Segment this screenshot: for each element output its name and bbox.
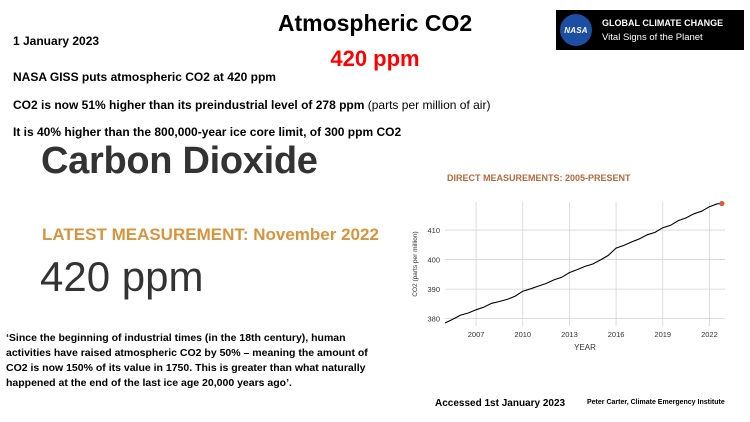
statement-1: NASA GISS puts atmospheric CO2 at 420 pp… bbox=[13, 70, 276, 84]
date-label: 1 January 2023 bbox=[13, 34, 100, 48]
chart-y-axis-label: CO2 (parts per million) bbox=[412, 231, 419, 296]
statement-2-note: (parts per million of air) bbox=[364, 98, 491, 112]
statement-3: It is 40% higher than the 800,000-year i… bbox=[13, 125, 402, 139]
nasa-logo-icon: NASA bbox=[560, 14, 592, 46]
carbon-dioxide-heading: Carbon Dioxide bbox=[41, 140, 318, 182]
credit-text: Peter Carter, Climate Emergency Institut… bbox=[587, 399, 725, 406]
latest-measurement-value: 420 ppm bbox=[40, 253, 204, 300]
x-tick-label: 2013 bbox=[561, 330, 578, 339]
x-tick-label: 2010 bbox=[514, 330, 531, 339]
chart-title: DIRECT MEASUREMENTS: 2005-PRESENT bbox=[447, 173, 631, 183]
x-tick-label: 2007 bbox=[468, 330, 485, 339]
statement-2-main: CO2 is now 51% higher than its preindust… bbox=[13, 98, 365, 112]
nasa-logo-text: NASA bbox=[564, 25, 588, 35]
nasa-banner-line2: Vital Signs of the Planet bbox=[602, 32, 703, 43]
quote-text: ‘Since the beginning of industrial times… bbox=[6, 332, 368, 389]
title-value: 420 ppm bbox=[330, 46, 420, 71]
accessed-date: Accessed 1st January 2023 bbox=[435, 398, 566, 409]
nasa-banner: NASA GLOBAL CLIMATE CHANGE Vital Signs o… bbox=[556, 10, 744, 50]
x-tick-label: 2019 bbox=[654, 330, 671, 339]
x-tick-label: 2016 bbox=[608, 330, 625, 339]
y-tick-label: 410 bbox=[427, 226, 440, 235]
latest-point-marker bbox=[719, 200, 725, 207]
y-tick-label: 390 bbox=[427, 285, 440, 294]
nasa-banner-line1: GLOBAL CLIMATE CHANGE bbox=[602, 18, 724, 28]
y-tick-label: 380 bbox=[427, 315, 440, 324]
statement-2: CO2 is now 51% higher than its preindust… bbox=[13, 98, 490, 112]
co2-line-chart: 2007 2010 2013 2016 2019 2022 380 390 400 410 YEA… bbox=[412, 200, 725, 352]
y-tick-label: 400 bbox=[427, 256, 440, 265]
latest-measurement-label: LATEST MEASUREMENT: November 2022 bbox=[42, 225, 379, 244]
x-tick-label: 2022 bbox=[701, 330, 718, 339]
chart-x-axis-label: YEAR bbox=[574, 343, 596, 352]
co2-series-line bbox=[444, 202, 722, 324]
page-title: Atmospheric CO2 bbox=[277, 10, 473, 36]
